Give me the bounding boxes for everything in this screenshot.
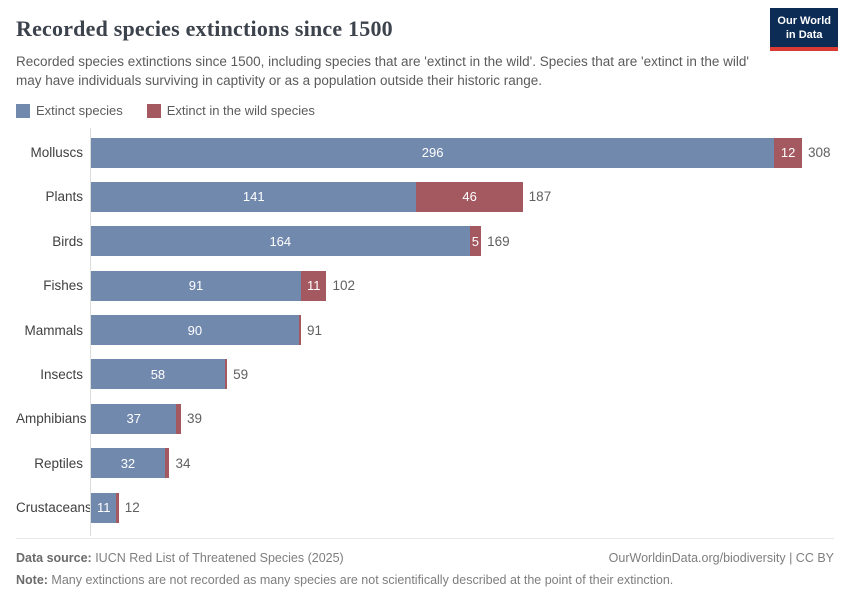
legend-swatch-extinct-in-the-wild-species xyxy=(146,103,161,118)
bar-segment-extinct-species[interactable]: 90 xyxy=(91,315,299,346)
bar-segment-extinct-in-the-wild-species[interactable] xyxy=(298,315,302,346)
total-label: 59 xyxy=(233,366,249,382)
bar-row-fishes: Fishes 91 11 102 xyxy=(16,263,834,307)
bar-track: 11 12 xyxy=(91,492,140,523)
category-label-molluscs: Molluscs xyxy=(30,145,83,160)
bar-segment-extinct-species[interactable]: 11 xyxy=(91,492,117,523)
bar-row-plants: Plants 141 46 187 xyxy=(16,175,834,219)
legend-swatch-extinct-species xyxy=(16,103,30,118)
bar-segment-extinct-species[interactable]: 37 xyxy=(91,403,177,434)
bar-segment-extinct-in-the-wild-species[interactable]: 5 xyxy=(469,226,482,257)
category-label-mammals: Mammals xyxy=(24,322,83,338)
bar-track: 91 11 102 xyxy=(91,270,355,301)
data-source: Data source: IUCN Red List of Threatened… xyxy=(16,549,344,567)
chart-subtitle: Recorded species extinctions since 1500,… xyxy=(16,54,749,89)
data-source-label: Data source: xyxy=(16,550,92,565)
chart-footer: Data source: IUCN Red List of Threatened… xyxy=(16,537,834,589)
bar-segment-extinct-in-the-wild-species[interactable] xyxy=(116,492,119,523)
bar-segment-extinct-in-the-wild-species[interactable] xyxy=(224,359,228,390)
bar-track: 296 12 308 xyxy=(91,137,831,168)
total-label: 39 xyxy=(187,411,203,427)
category-label-crustaceans: Crustaceans xyxy=(16,500,92,516)
total-label: 169 xyxy=(487,233,510,249)
category-label-plants: Plants xyxy=(45,189,83,205)
page-title: Recorded species extinctions since 1500 xyxy=(16,16,393,41)
owid-logo[interactable]: Our World in Data xyxy=(770,8,838,51)
category-label-fishes: Fishes xyxy=(43,278,83,294)
owid-logo-line2: in Data xyxy=(785,29,823,42)
footnote-text: Many extinctions are not recorded as man… xyxy=(47,572,674,587)
bar-row-reptiles: Reptiles 32 34 xyxy=(16,441,834,485)
bar-track: 90 91 xyxy=(91,315,323,346)
bar-row-birds: Birds 164 5 169 xyxy=(16,219,834,263)
total-label: 102 xyxy=(332,278,355,294)
category-label-amphibians: Amphibians xyxy=(16,411,87,427)
total-label: 12 xyxy=(124,500,140,516)
legend-label: Extinct in the wild species xyxy=(166,103,315,119)
bar-row-molluscs: Molluscs 296 12 308 xyxy=(16,130,834,174)
owid-citation-link[interactable]: OurWorldinData.org/biodiversity | CC BY xyxy=(608,550,834,565)
chart-header: Recorded species extinctions since 1500 … xyxy=(16,8,838,90)
data-source-text: IUCN Red List of Threatened Species (202… xyxy=(91,550,344,565)
bar-segment-extinct-in-the-wild-species[interactable]: 12 xyxy=(774,137,802,168)
bar-segment-extinct-in-the-wild-species[interactable] xyxy=(176,403,182,434)
bar-chart: Molluscs 296 12 308 Plants 141 46 187 Birds 164 5 1… xyxy=(16,128,834,536)
total-label: 34 xyxy=(175,455,191,471)
bar-segment-extinct-species[interactable]: 58 xyxy=(91,359,225,390)
bar-track: 37 39 xyxy=(91,403,203,434)
legend-item-extinct-in-the-wild-species[interactable]: Extinct in the wild species xyxy=(146,103,315,119)
chart-legend: Extinct species Extinct in the wild speci… xyxy=(16,103,834,118)
footnote-label: Note: xyxy=(16,572,48,587)
bar-track: 141 46 187 xyxy=(91,181,552,212)
bar-segment-extinct-species[interactable]: 32 xyxy=(91,448,165,479)
bar-row-crustaceans: Crustaceans 11 12 xyxy=(16,485,834,529)
footnote: Note: Many extinctions are not recorded … xyxy=(16,571,834,589)
total-label: 91 xyxy=(307,322,323,338)
category-label-insects: Insects xyxy=(40,366,83,382)
bar-segment-extinct-in-the-wild-species[interactable]: 11 xyxy=(301,270,327,301)
bar-track: 32 34 xyxy=(91,448,191,479)
bar-segment-extinct-species[interactable]: 141 xyxy=(91,181,417,212)
total-label: 187 xyxy=(528,189,552,205)
y-axis-line xyxy=(90,128,91,536)
bar-segment-extinct-in-the-wild-species[interactable] xyxy=(164,448,170,479)
category-label-birds: Birds xyxy=(52,233,83,249)
bar-segment-extinct-in-the-wild-species[interactable]: 46 xyxy=(416,181,523,212)
owid-logo-line1: Our World xyxy=(777,15,831,27)
legend-label: Extinct species xyxy=(36,103,123,119)
bar-rows: Molluscs 296 12 308 Plants 141 46 187 Birds 164 5 1… xyxy=(16,130,834,530)
legend-item-extinct-species[interactable]: Extinct species xyxy=(16,103,123,118)
bar-row-insects: Insects 58 59 xyxy=(16,352,834,396)
total-label: 308 xyxy=(807,145,831,160)
bar-track: 58 59 xyxy=(91,359,249,390)
bar-segment-extinct-species[interactable]: 296 xyxy=(91,137,775,168)
bar-segment-extinct-species[interactable]: 164 xyxy=(91,226,470,257)
category-label-reptiles: Reptiles xyxy=(34,455,83,471)
bar-track: 164 5 169 xyxy=(91,226,510,257)
bar-row-mammals: Mammals 90 91 xyxy=(16,308,834,352)
bar-segment-extinct-species[interactable]: 91 xyxy=(91,270,302,301)
bar-row-amphibians: Amphibians 37 39 xyxy=(16,397,834,441)
